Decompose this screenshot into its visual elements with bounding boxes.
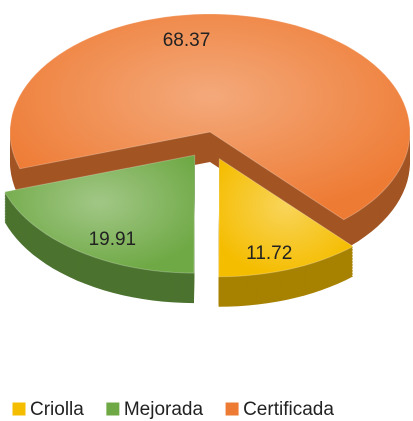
legend-swatch [105, 401, 121, 417]
data-label: 68.37 [163, 30, 211, 51]
legend-label: Mejorada [124, 399, 204, 420]
slice-sheen [218, 158, 354, 277]
legend-label: Certificada [243, 399, 334, 420]
slice-sheen [4, 155, 195, 274]
legend-swatch [224, 401, 240, 417]
data-label: 19.91 [89, 229, 137, 250]
data-label: 11.72 [246, 243, 292, 264]
legend-swatch [11, 401, 27, 417]
legend-label: Criolla [30, 399, 84, 420]
slice-sheen [10, 14, 410, 220]
